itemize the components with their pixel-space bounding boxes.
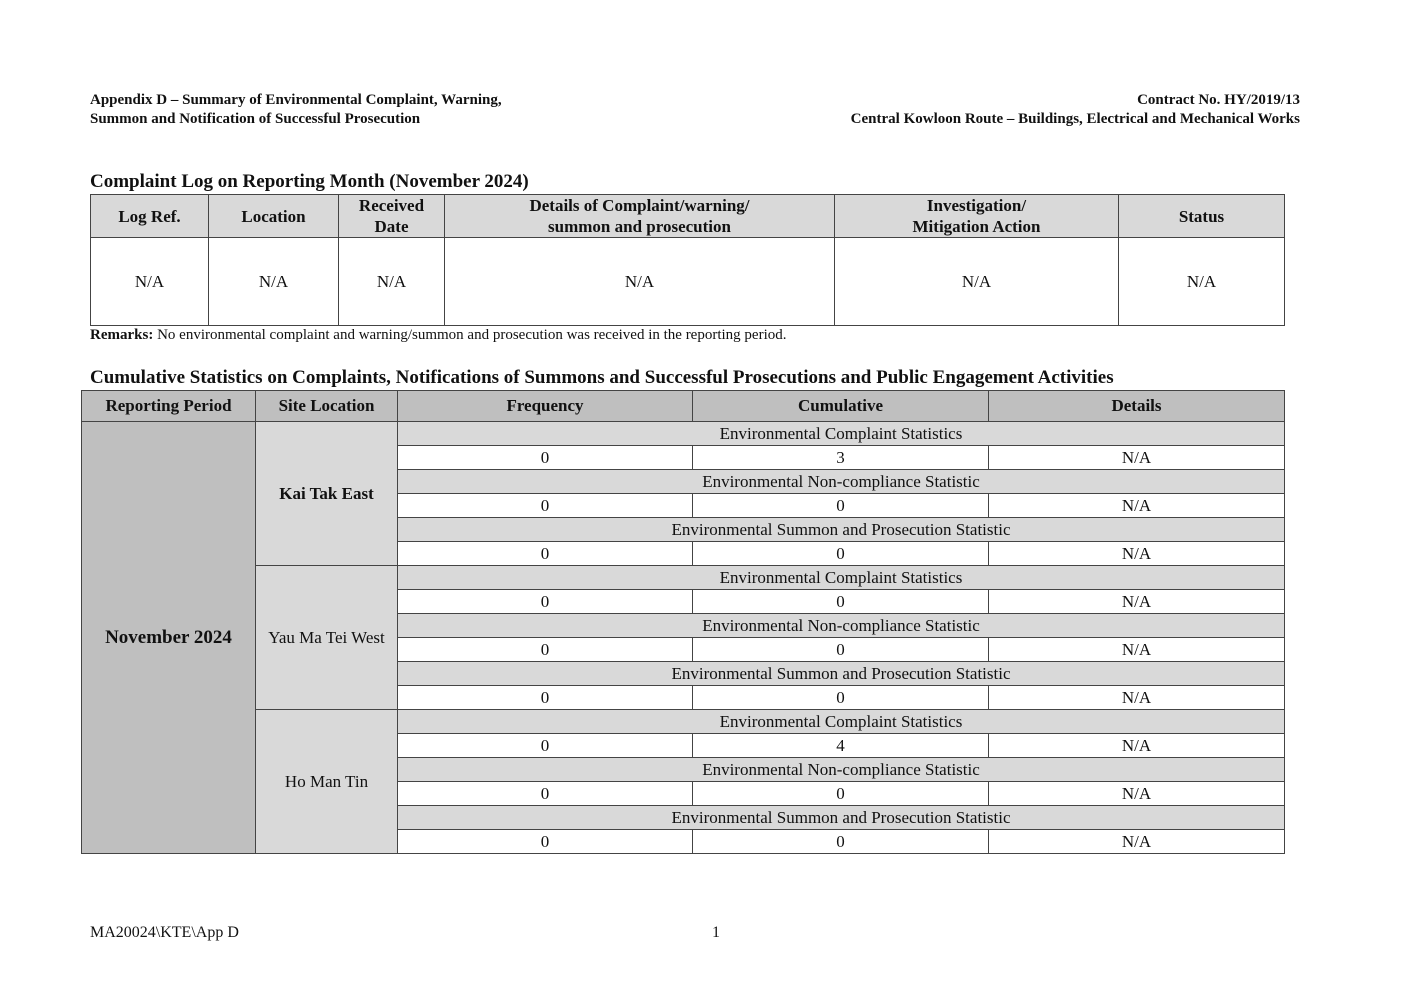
details-cell: N/A [988, 445, 1285, 470]
table-cell: N/A [90, 237, 209, 326]
cumulative-title: Cumulative Statistics on Complaints, Not… [90, 367, 1114, 388]
column-header: Location [208, 194, 339, 238]
value-row: 0 0 N/A [82, 541, 1285, 566]
column-header-line: Mitigation Action [912, 217, 1041, 236]
table-cell: N/A [338, 237, 445, 326]
remarks: Remarks: No environmental complaint and … [90, 327, 787, 344]
footer-ref: MA20024\KTE\App D [90, 924, 239, 941]
column-header-line: Date [374, 217, 409, 236]
value-row: 0 0 N/A [82, 781, 1285, 806]
remarks-text: No environmental complaint and warning/s… [153, 327, 787, 343]
header-left-line2: Summon and Notification of Successful Pr… [90, 111, 421, 127]
cumulative-table: Reporting Period Site Location Frequency Cu… [81, 390, 1285, 854]
column-header: Investigation/Mitigation Action [834, 194, 1119, 238]
site-location-cell: Yau Ma Tei West [255, 565, 398, 710]
frequency-cell: 0 [397, 685, 693, 710]
table-cell: N/A [208, 237, 339, 326]
column-header: Received Date [338, 194, 445, 238]
section-label: Environmental Summon and Prosecution Sta… [397, 805, 1285, 830]
column-header-line: Log Ref. [118, 206, 181, 226]
details-cell: N/A [988, 589, 1285, 614]
column-header-line: Details of Complaint/warning/ [529, 196, 750, 215]
contract-number: Contract No. HY/2019/13 [1137, 92, 1300, 108]
details-cell: N/A [988, 493, 1285, 518]
column-header-line: Location [241, 206, 306, 226]
section-row: November 2024 Kai Tak East Environmental C… [81, 421, 1285, 854]
section-label: Environmental Complaint Statistics [397, 565, 1285, 590]
column-header: Cumulative [692, 390, 989, 422]
page-number: 1 [712, 924, 720, 941]
column-header: Status [1118, 194, 1285, 238]
details-cell: N/A [988, 541, 1285, 566]
cumulative-cell: 3 [692, 445, 989, 470]
value-row: 0 4 N/A [82, 733, 1285, 758]
section-label: Environmental Non-compliance Statistic [397, 757, 1285, 782]
section-row: Environmental Summon and Prosecution Sta… [82, 805, 1285, 830]
cumulative-cell: 0 [692, 685, 989, 710]
cumulative-cell: 0 [692, 637, 989, 662]
section-label: Environmental Complaint Statistics [397, 709, 1285, 734]
remarks-label: Remarks: [90, 327, 154, 343]
column-header: Reporting Period [81, 390, 256, 422]
frequency-cell: 0 [397, 493, 693, 518]
cumulative-cell: 0 [692, 541, 989, 566]
frequency-cell: 0 [397, 781, 693, 806]
column-header: Site Location [255, 390, 398, 422]
complaint-log-header-row: Log Ref. Location Received Date Details of C… [90, 194, 1285, 238]
complaint-log-row: N/A N/A N/A N/A N/A N/A [90, 237, 1285, 326]
section-row: Ho Man Tin Environmental Complaint Statis… [82, 709, 1285, 854]
cumulative-cell: 0 [692, 781, 989, 806]
cumulative-header-row: Reporting Period Site Location Frequency Cu… [81, 390, 1285, 422]
section-row: Environmental Non-compliance Statistic [82, 469, 1285, 494]
value-row: 0 3 N/A [82, 445, 1285, 470]
column-header-line: Status [1178, 206, 1225, 226]
site-location-cell: Kai Tak East [255, 421, 398, 566]
header-left-line1: Appendix D – Summary of Environmental Co… [90, 92, 502, 108]
details-cell: N/A [988, 685, 1285, 710]
contract-title: Central Kowloon Route – Buildings, Elect… [850, 111, 1300, 127]
cumulative-cell: 0 [692, 589, 989, 614]
value-row: 0 0 N/A [82, 829, 1285, 854]
cumulative-cell: 0 [692, 829, 989, 854]
site-location-cell: Ho Man Tin [255, 709, 398, 854]
column-header-line: Received [358, 196, 425, 215]
complaint-log-table: Log Ref. Location Received Date Details of C… [90, 194, 1285, 326]
frequency-cell: 0 [397, 589, 693, 614]
column-header: Log Ref. [90, 194, 209, 238]
complaint-log-title: Complaint Log on Reporting Month (Novemb… [90, 171, 529, 192]
section-label: Environmental Summon and Prosecution Sta… [397, 517, 1285, 542]
section-label: Environmental Non-compliance Statistic [397, 469, 1285, 494]
section-label: Environmental Complaint Statistics [397, 421, 1285, 446]
frequency-cell: 0 [397, 541, 693, 566]
section-label: Environmental Non-compliance Statistic [397, 613, 1285, 638]
header-left: Appendix D – Summary of Environmental Co… [90, 91, 502, 129]
cumulative-cell: 0 [692, 493, 989, 518]
header-right: Contract No. HY/2019/13 Central Kowloon … [851, 91, 1300, 129]
frequency-cell: 0 [397, 637, 693, 662]
section-row: Environmental Non-compliance Statistic [82, 757, 1285, 782]
table-cell: N/A [444, 237, 835, 326]
section-row: Yau Ma Tei West Environmental Complaint S… [82, 565, 1285, 710]
column-header-line: Investigation/ [926, 196, 1027, 215]
details-cell: N/A [988, 829, 1285, 854]
table-cell: N/A [1118, 237, 1285, 326]
frequency-cell: 0 [397, 445, 693, 470]
details-cell: N/A [988, 733, 1285, 758]
column-header: Details [988, 390, 1285, 422]
reporting-period-cell: November 2024 [81, 421, 256, 854]
column-header-line: summon and prosecution [548, 217, 731, 236]
column-header: Frequency [397, 390, 693, 422]
section-label: Environmental Summon and Prosecution Sta… [397, 661, 1285, 686]
frequency-cell: 0 [397, 733, 693, 758]
frequency-cell: 0 [397, 829, 693, 854]
details-cell: N/A [988, 781, 1285, 806]
cumulative-cell: 4 [692, 733, 989, 758]
table-cell: N/A [834, 237, 1119, 326]
section-row: Environmental Summon and Prosecution Sta… [82, 517, 1285, 542]
details-cell: N/A [988, 637, 1285, 662]
column-header: Details of Complaint/warning/summon and … [444, 194, 835, 238]
